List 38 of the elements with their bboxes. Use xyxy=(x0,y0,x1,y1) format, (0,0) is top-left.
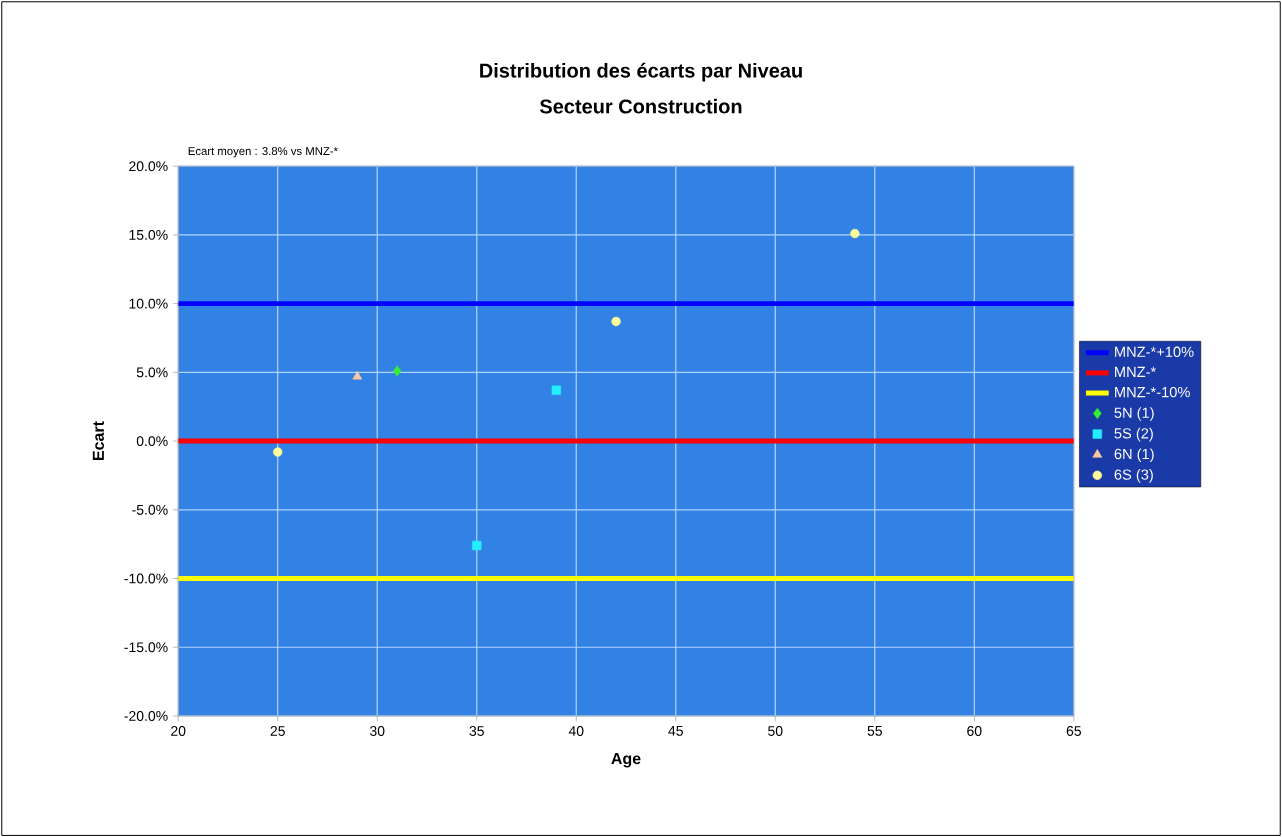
y-tick-label: 20.0% xyxy=(129,161,168,172)
chart-title: Distribution des écarts par Niveau xyxy=(480,62,802,82)
x-tick-label: 20 xyxy=(171,725,186,736)
point xyxy=(472,540,482,551)
x-tick-label: 30 xyxy=(369,725,385,736)
x-tick-label: 60 xyxy=(967,725,982,736)
legend-label: 6N (1) xyxy=(1114,448,1154,462)
x-tick-label: 40 xyxy=(568,725,584,736)
legend-label: MNZ-* xyxy=(1115,366,1156,377)
y-tick-label: 0.0% xyxy=(136,436,168,446)
x-tick-label: 55 xyxy=(867,725,882,736)
x-tick-label: 25 xyxy=(270,725,285,736)
point xyxy=(551,385,562,395)
point xyxy=(611,316,621,327)
legend-label: 5N (1) xyxy=(1114,407,1154,421)
point xyxy=(352,370,363,380)
point xyxy=(850,228,860,239)
x-tick-label: 35 xyxy=(469,725,484,736)
x-axis-title: Age xyxy=(611,752,641,768)
point xyxy=(273,447,283,457)
text: Ecart moyen : 3.8% vs MNZ-* xyxy=(188,146,338,158)
legend-label: 5S (2) xyxy=(1114,427,1153,442)
y-tick-label: 5.0% xyxy=(136,367,168,378)
legend-label: MNZ-*+10% xyxy=(1115,346,1194,357)
x-tick-label: 50 xyxy=(768,725,783,736)
y-tick-label: -20.0% xyxy=(124,710,168,721)
legend-label: MNZ-*-10% xyxy=(1115,386,1190,398)
y-tick-label: -5.0% xyxy=(132,504,168,515)
point xyxy=(392,365,402,377)
y-tick-label: -15.0% xyxy=(124,642,168,653)
x-tick-label: 45 xyxy=(668,725,683,736)
x-tick-label: 65 xyxy=(1066,725,1082,736)
y-axis-title: Ecart xyxy=(92,421,104,460)
chart-subtitle: Secteur Construction xyxy=(539,98,742,114)
y-tick-label: 15.0% xyxy=(129,229,168,240)
legend-label: 6S (3) xyxy=(1114,468,1153,483)
y-tick-label: -10.0% xyxy=(124,573,168,584)
y-tick-label: 10.0% xyxy=(129,298,168,309)
